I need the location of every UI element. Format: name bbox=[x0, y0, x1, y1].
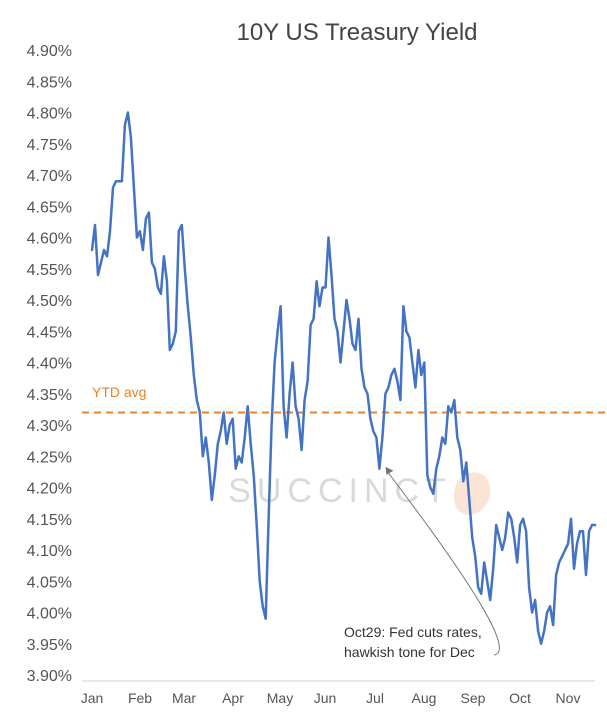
y-tick-label: 4.50% bbox=[27, 293, 72, 310]
y-tick-label: 4.45% bbox=[27, 324, 72, 341]
y-tick-label: 4.70% bbox=[27, 168, 72, 185]
x-tick-label: Apr bbox=[222, 690, 244, 706]
y-tick-label: 3.90% bbox=[27, 668, 72, 685]
watermark-text: SUCCINCT bbox=[228, 472, 452, 510]
annotation-arrow bbox=[387, 471, 500, 656]
y-tick-label: 4.90% bbox=[27, 43, 72, 60]
annotation-line-2: hawkish tone for Dec bbox=[344, 644, 475, 660]
annotation-arrowhead bbox=[385, 466, 394, 475]
x-tick-label: May bbox=[267, 690, 293, 706]
x-tick-label: Nov bbox=[556, 690, 581, 706]
y-axis: 3.90% 3.95% 4.00% 4.05% 4.10% 4.15% 4.20% 4.25%… bbox=[27, 43, 72, 685]
ytd-avg-label: YTD avg bbox=[92, 384, 146, 400]
watermark-logo-icon bbox=[454, 472, 491, 515]
y-tick-label: 4.35% bbox=[27, 387, 72, 404]
y-tick-label: 4.85% bbox=[27, 74, 72, 91]
x-tick-label: Feb bbox=[128, 690, 152, 706]
x-tick-label: Aug bbox=[412, 690, 437, 706]
y-tick-label: 4.20% bbox=[27, 481, 72, 498]
y-tick-label: 4.75% bbox=[27, 137, 72, 154]
y-tick-label: 4.65% bbox=[27, 199, 72, 216]
y-tick-label: 4.55% bbox=[27, 262, 72, 279]
y-tick-label: 4.00% bbox=[27, 606, 72, 623]
x-tick-label: Oct bbox=[509, 690, 531, 706]
x-tick-label: Mar bbox=[172, 690, 196, 706]
x-tick-label: Jan bbox=[81, 690, 104, 706]
y-tick-label: 4.15% bbox=[27, 512, 72, 529]
y-tick-label: 4.25% bbox=[27, 449, 72, 466]
series-line bbox=[90, 111, 597, 645]
x-tick-label: Jun bbox=[314, 690, 337, 706]
y-tick-label: 4.10% bbox=[27, 543, 72, 560]
y-tick-label: 4.30% bbox=[27, 418, 72, 435]
y-tick-label: 4.60% bbox=[27, 231, 72, 248]
x-tick-label: Sep bbox=[461, 690, 486, 706]
x-axis: Jan Feb Mar Apr May Jun Jul Aug Sep Oct Nov bbox=[81, 690, 581, 706]
annotation-line-1: Oct29: Fed cuts rates, bbox=[344, 624, 482, 640]
chart-title: 10Y US Treasury Yield bbox=[236, 19, 477, 46]
x-tick-label: Jul bbox=[366, 690, 384, 706]
y-tick-label: 4.40% bbox=[27, 356, 72, 373]
y-tick-label: 4.05% bbox=[27, 574, 72, 591]
y-tick-label: 4.80% bbox=[27, 106, 72, 123]
y-tick-label: 3.95% bbox=[27, 637, 72, 654]
